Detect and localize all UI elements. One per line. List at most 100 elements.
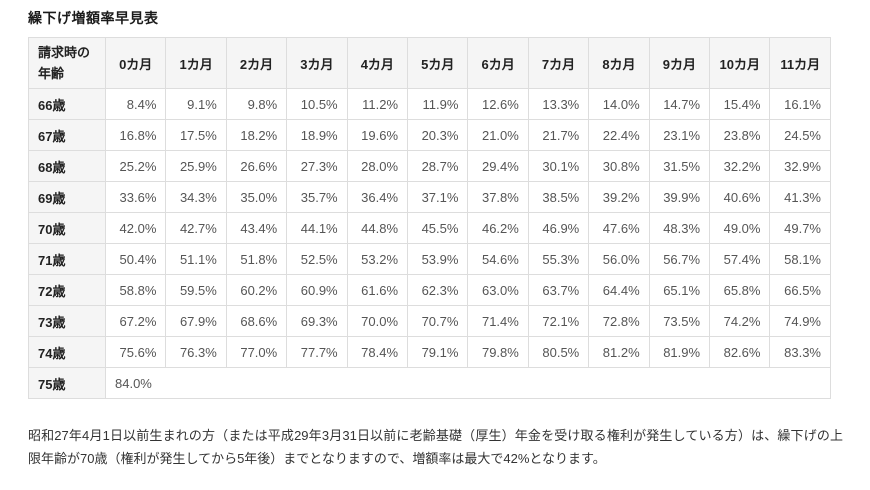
rate-cell: 73.5%: [648, 305, 711, 337]
rate-cell: 51.1%: [165, 243, 227, 275]
rate-cell: 23.1%: [648, 119, 711, 151]
rate-cell: 65.1%: [648, 274, 711, 306]
col-header-month-9: 9カ月: [648, 37, 711, 89]
rate-cell: 20.3%: [407, 119, 469, 151]
rate-cell: 57.4%: [709, 243, 771, 275]
rate-cell: 26.6%: [225, 150, 288, 182]
col-header-month-7: 7カ月: [527, 37, 590, 89]
rate-cell: 34.3%: [165, 181, 227, 213]
row-header-age: 73歳: [28, 305, 106, 337]
col-header-month-11: 11カ月: [769, 37, 831, 89]
rate-cell: 83.3%: [769, 336, 831, 368]
rate-cell: 69.3%: [286, 305, 348, 337]
rate-cell: 14.7%: [648, 88, 711, 120]
rate-cell: 30.8%: [588, 150, 650, 182]
rate-cell: 75.6%: [104, 336, 167, 368]
col-header-month-1: 1カ月: [165, 37, 227, 89]
page-title: 繰下げ増額率早見表: [28, 10, 159, 26]
rate-cell: 61.6%: [346, 274, 409, 306]
rate-cell: 45.5%: [407, 212, 469, 244]
rate-cell: 8.4%: [104, 88, 167, 120]
rate-cell: 15.4%: [709, 88, 771, 120]
rate-cell: 43.4%: [225, 212, 288, 244]
rate-cell: 35.7%: [286, 181, 348, 213]
rate-cell: 21.7%: [527, 119, 590, 151]
rate-cell: 53.9%: [407, 243, 469, 275]
row-header-age: 67歳: [28, 119, 106, 151]
rate-cell: 55.3%: [527, 243, 590, 275]
col-header-month-5: 5カ月: [407, 37, 469, 89]
rate-cell: 77.7%: [286, 336, 348, 368]
rate-cell: 41.3%: [769, 181, 831, 213]
rate-cell: 71.4%: [467, 305, 529, 337]
rate-cell: 38.5%: [527, 181, 590, 213]
rate-cell: 31.5%: [648, 150, 711, 182]
rate-cell: 42.0%: [104, 212, 167, 244]
rate-cell: 9.8%: [225, 88, 288, 120]
col-header-claim-age: 請求時の年齢: [28, 37, 106, 89]
table-body: 66歳 8.4% 9.1% 9.8% 10.5% 11.2% 11.9% 12.6% 13.3%…: [28, 88, 831, 399]
rate-cell: 40.6%: [709, 181, 771, 213]
row-header-age: 71歳: [28, 243, 106, 275]
rate-cell: 24.5%: [769, 119, 831, 151]
table-row-age-0: 66歳 8.4% 9.1% 9.8% 10.5% 11.2% 11.9% 12.6% 13.3%…: [28, 88, 831, 120]
table-row-age-1: 67歳 16.8% 17.5% 18.2% 18.9% 19.6% 20.3% 21.0% 21…: [28, 119, 831, 151]
rate-cell: 76.3%: [165, 336, 227, 368]
rate-cell: 19.6%: [346, 119, 409, 151]
rate-cell: 42.7%: [165, 212, 227, 244]
rate-cell: 58.8%: [104, 274, 167, 306]
rate-cell: 21.0%: [467, 119, 529, 151]
rate-cell: 72.8%: [588, 305, 650, 337]
rate-cell: 62.3%: [407, 274, 469, 306]
table-head: 請求時の年齢 0カ月 1カ月 2カ月 3カ月 4カ月 5カ月 6カ月 7カ月 8カ月 9カ月 10カ…: [28, 37, 831, 89]
rate-cell: 81.2%: [588, 336, 650, 368]
deferral-increase-rate-table: 請求時の年齢 0カ月 1カ月 2カ月 3カ月 4カ月 5カ月 6カ月 7カ月 8カ月 9カ月 10カ…: [28, 37, 831, 399]
rate-cell: 16.8%: [104, 119, 167, 151]
col-header-month-10: 10カ月: [709, 37, 771, 89]
rate-cell: 22.4%: [588, 119, 650, 151]
col-header-month-3: 3カ月: [286, 37, 348, 89]
rate-cell: 49.0%: [709, 212, 771, 244]
rate-cell: 18.9%: [286, 119, 348, 151]
rate-cell: 13.3%: [527, 88, 590, 120]
row-header-age: 74歳: [28, 336, 106, 368]
rate-cell: 82.6%: [709, 336, 771, 368]
rate-cell: 48.3%: [648, 212, 711, 244]
rate-cell: 58.1%: [769, 243, 831, 275]
rate-cell: 77.0%: [225, 336, 288, 368]
col-header-month-4: 4カ月: [346, 37, 409, 89]
col-header-month-6: 6カ月: [467, 37, 529, 89]
rate-cell: 51.8%: [225, 243, 288, 275]
rate-cell: 64.4%: [588, 274, 650, 306]
rate-cell: 17.5%: [165, 119, 227, 151]
table-row-age-3: 69歳 33.6% 34.3% 35.0% 35.7% 36.4% 37.1% 37.8% 38…: [28, 181, 831, 213]
rate-cell: 63.0%: [467, 274, 529, 306]
rate-cell: 25.2%: [104, 150, 167, 182]
rate-cell: 74.2%: [709, 305, 771, 337]
table-header-row: 請求時の年齢 0カ月 1カ月 2カ月 3カ月 4カ月 5カ月 6カ月 7カ月 8カ月 9カ月 10カ…: [28, 37, 831, 89]
rate-cell: 54.6%: [467, 243, 529, 275]
rate-cell: 28.0%: [346, 150, 409, 182]
rate-cell: 39.2%: [588, 181, 650, 213]
rate-cell: 11.9%: [407, 88, 469, 120]
rate-cell: 72.1%: [527, 305, 590, 337]
rate-cell: 27.3%: [286, 150, 348, 182]
rate-cell: 66.5%: [769, 274, 831, 306]
table-row-age-7: 73歳 67.2% 67.9% 68.6% 69.3% 70.0% 70.7% 71.4% 72…: [28, 305, 831, 337]
rate-cell: 56.0%: [588, 243, 650, 275]
rate-cell: 78.4%: [346, 336, 409, 368]
rate-cell: 52.5%: [286, 243, 348, 275]
rate-cell: 14.0%: [588, 88, 650, 120]
rate-cell: 70.7%: [407, 305, 469, 337]
rate-cell: 60.9%: [286, 274, 348, 306]
table-row-age-2: 68歳 25.2% 25.9% 26.6% 27.3% 28.0% 28.7% 29.4% 30…: [28, 150, 831, 182]
rate-cell: 67.9%: [165, 305, 227, 337]
rate-cell: 28.7%: [407, 150, 469, 182]
col-header-month-2: 2カ月: [225, 37, 288, 89]
rate-cell: 63.7%: [527, 274, 590, 306]
rate-cell: 47.6%: [588, 212, 650, 244]
table-row-age-4: 70歳 42.0% 42.7% 43.4% 44.1% 44.8% 45.5% 46.2% 46…: [28, 212, 831, 244]
rate-cell: 50.4%: [104, 243, 167, 275]
rate-cell: 25.9%: [165, 150, 227, 182]
rate-cell: 67.2%: [104, 305, 167, 337]
